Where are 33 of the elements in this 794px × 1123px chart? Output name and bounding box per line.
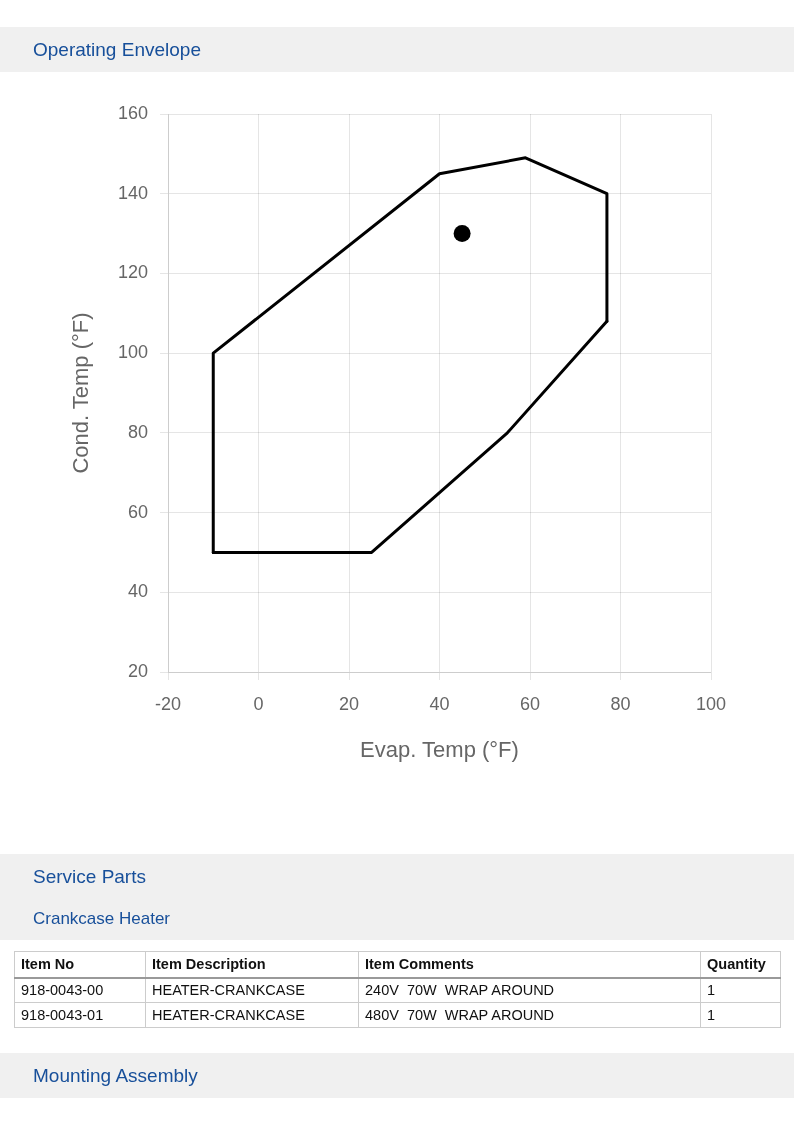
text: Item No (14, 951, 146, 978)
x-tick-label: 80 (610, 693, 631, 714)
text: HEATER-CRANKCASE (145, 977, 359, 1003)
text: 918-0043-00 (14, 977, 146, 1003)
text: 1 (700, 1002, 781, 1028)
y-tick-label: 80 (127, 421, 148, 442)
y-tick-label: 100 (117, 342, 148, 363)
text: 240V 70W WRAP AROUND (358, 977, 701, 1003)
x-tick-label: 0 (253, 693, 264, 714)
x-tick-label: 100 (695, 693, 727, 714)
x-axis-title: Evap. Temp (°F) (360, 736, 519, 762)
y-tick-label: 160 (117, 102, 148, 123)
text: Item Description (145, 951, 359, 978)
x-tick-label: 20 (338, 693, 360, 714)
x-tick-label: 60 (519, 693, 541, 714)
text: Crankcase Heater (33, 908, 171, 930)
y-tick-label: 120 (117, 262, 148, 283)
text: 918-0043-01 (14, 1002, 146, 1028)
y-tick-label: 60 (127, 501, 148, 522)
y-axis-title: Cond. Temp (°F) (68, 312, 94, 474)
y-tick-label: 140 (117, 182, 148, 203)
y-tick-label: 40 (127, 581, 148, 602)
y-tick-label: 20 (127, 660, 148, 681)
text: 480V 70W WRAP AROUND (358, 1002, 701, 1028)
text: Service Parts (33, 865, 147, 889)
x-tick-label: -20 (154, 693, 182, 714)
text: Mounting Assembly (33, 1064, 199, 1088)
text: 1 (700, 977, 781, 1003)
x-tick-label: 40 (429, 693, 450, 714)
text: Quantity (700, 951, 781, 978)
text: HEATER-CRANKCASE (145, 1002, 359, 1028)
chart-title: Operating Envelope (33, 38, 202, 62)
text: Item Comments (358, 951, 701, 978)
